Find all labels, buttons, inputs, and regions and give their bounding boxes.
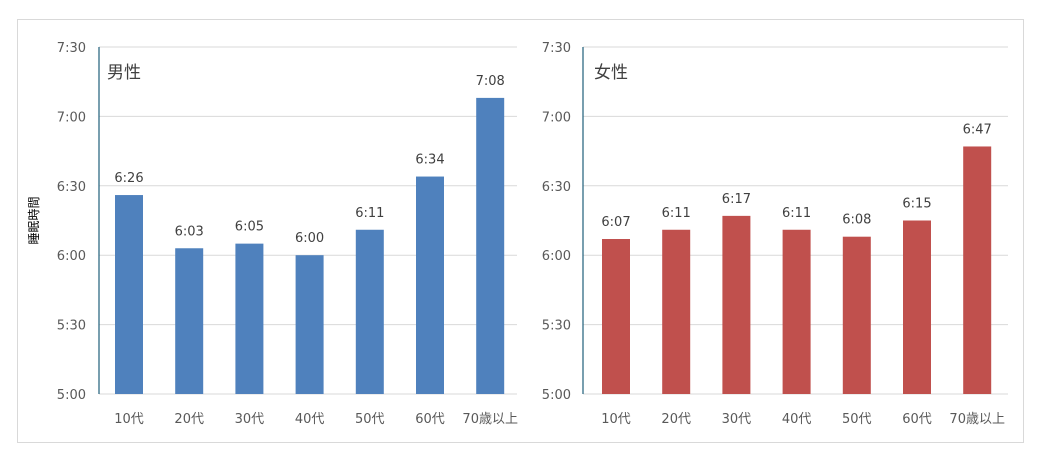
panel-2-category-label-7: 70歳以上	[949, 412, 1005, 427]
panel-2-data-label-7: 6:47	[963, 122, 992, 137]
panel-1-category-label-5: 50代	[355, 412, 385, 427]
panel-1-data-label-2: 6:03	[175, 224, 204, 239]
panel-1-data-label-1: 6:26	[114, 171, 143, 186]
panel-2-title: 女性	[594, 63, 628, 83]
panel-1-category-label-4: 40代	[295, 412, 325, 427]
panel-1-title: 男性	[107, 63, 141, 83]
panel-2-y-tick-label: 6:30	[542, 180, 571, 195]
panel-2-category-label-1: 10代	[601, 412, 631, 427]
panel-2-data-label-3: 6:17	[722, 192, 751, 207]
panel-1-y-tick-label: 5:30	[57, 319, 86, 334]
panel-2-bar-2	[662, 230, 690, 394]
panel-1-data-label-4: 6:00	[295, 231, 324, 246]
panel-1-data-label-5: 6:11	[355, 206, 384, 221]
panel-1-y-tick-label: 5:00	[57, 388, 86, 403]
panel-1-y-tick-label: 7:00	[57, 110, 86, 125]
panel-2-data-label-2: 6:11	[662, 206, 691, 221]
panel-2-bar-4	[783, 230, 811, 394]
panel-1-bar-4	[296, 255, 324, 394]
panel-1-bar-7	[476, 98, 504, 394]
panel-2-category-label-6: 60代	[902, 412, 932, 427]
panel-2-bar-3	[722, 216, 750, 394]
panel-1-data-label-7: 7:08	[476, 74, 505, 89]
panel-2-y-tick-label: 7:30	[542, 41, 571, 56]
panel-2-bar-7	[963, 146, 991, 394]
panel-2-y-tick-label: 6:00	[542, 249, 571, 264]
panel-1-y-tick-label: 6:00	[57, 249, 86, 264]
panel-2-y-tick-label: 7:00	[542, 110, 571, 125]
panel-1-bar-5	[356, 230, 384, 394]
panel-2-category-label-4: 40代	[782, 412, 812, 427]
panel-1-category-label-6: 60代	[415, 412, 445, 427]
panel-1-data-label-6: 6:34	[415, 153, 444, 168]
panel-2-bar-6	[903, 221, 931, 395]
panel-2-data-label-4: 6:11	[782, 206, 811, 221]
panel-1-category-label-2: 20代	[174, 412, 204, 427]
panel-1-bar-3	[235, 244, 263, 394]
panel-1-category-label-1: 10代	[114, 412, 144, 427]
panel-2-bar-5	[843, 237, 871, 394]
panel-1-data-label-3: 6:05	[235, 220, 264, 235]
panel-1-y-axis-label: 睡眠時間	[27, 196, 41, 244]
panel-2-data-label-1: 6:07	[601, 215, 630, 230]
panel-1-category-label-3: 30代	[235, 412, 265, 427]
panel-2-category-label-2: 20代	[661, 412, 691, 427]
panel-2-category-label-5: 50代	[842, 412, 872, 427]
panel-2-y-tick-label: 5:30	[542, 319, 571, 334]
panel-2-data-label-5: 6:08	[842, 213, 871, 228]
panel-1-category-label-7: 70歳以上	[462, 412, 518, 427]
panel-2-data-label-6: 6:15	[902, 197, 931, 212]
panel-1-y-tick-label: 6:30	[57, 180, 86, 195]
panel-2-category-label-3: 30代	[722, 412, 752, 427]
panel-1-bar-2	[175, 248, 203, 394]
panel-2-y-tick-label: 5:00	[542, 388, 571, 403]
panel-2-bar-1	[602, 239, 630, 394]
panel-1-y-tick-label: 7:30	[57, 41, 86, 56]
panel-1-bar-6	[416, 177, 444, 394]
panel-1-bar-1	[115, 195, 143, 394]
